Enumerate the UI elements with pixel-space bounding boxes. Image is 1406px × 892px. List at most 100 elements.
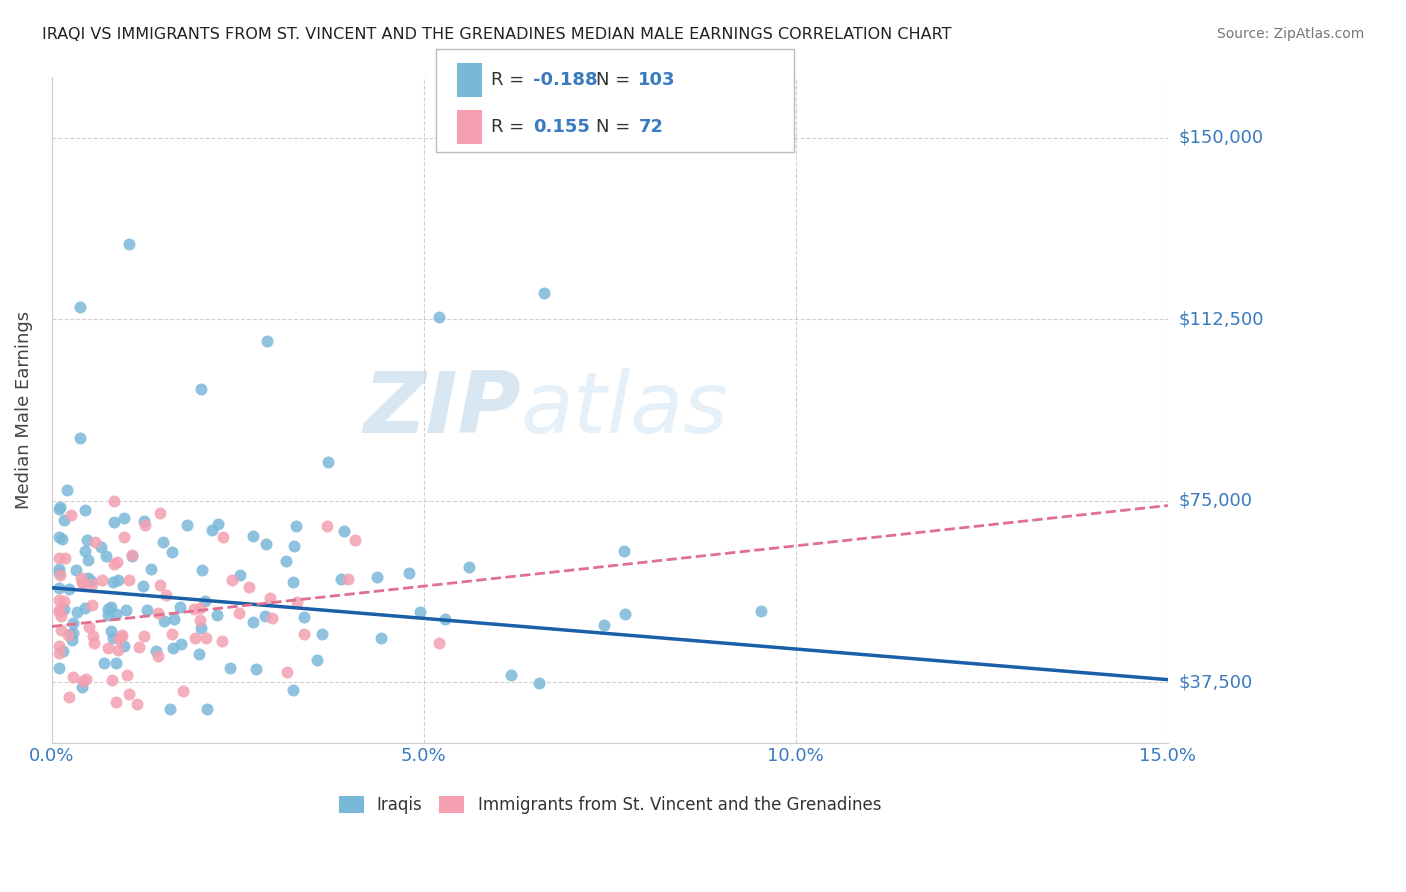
Point bbox=[48, 593, 70, 607]
Point bbox=[134, 517, 156, 532]
Point bbox=[103, 493, 125, 508]
Point bbox=[229, 567, 252, 582]
Point bbox=[305, 653, 328, 667]
Point bbox=[152, 534, 174, 549]
Point bbox=[75, 503, 97, 517]
Point bbox=[82, 629, 104, 643]
Point bbox=[51, 533, 73, 547]
Point bbox=[115, 603, 138, 617]
Point bbox=[59, 627, 82, 641]
Point bbox=[318, 455, 340, 469]
Point bbox=[333, 524, 356, 538]
Point bbox=[749, 604, 772, 618]
Point bbox=[135, 603, 157, 617]
Point bbox=[48, 605, 70, 619]
Point bbox=[344, 533, 367, 547]
Point bbox=[211, 633, 233, 648]
Point bbox=[75, 672, 97, 686]
Y-axis label: Median Male Earnings: Median Male Earnings bbox=[15, 311, 32, 509]
Point bbox=[183, 601, 205, 615]
Point bbox=[80, 598, 103, 612]
Point bbox=[112, 530, 135, 544]
Point bbox=[105, 555, 128, 569]
Point bbox=[76, 533, 98, 547]
Point bbox=[458, 559, 481, 574]
Point bbox=[48, 581, 70, 595]
Point bbox=[103, 558, 125, 572]
Point bbox=[104, 695, 127, 709]
Point bbox=[207, 607, 229, 622]
Point bbox=[283, 539, 305, 553]
Text: R =: R = bbox=[491, 70, 530, 88]
Point bbox=[84, 534, 107, 549]
Point bbox=[128, 640, 150, 654]
Point bbox=[146, 648, 169, 663]
Point bbox=[90, 540, 112, 554]
Point bbox=[281, 574, 304, 589]
Text: ZIP: ZIP bbox=[363, 368, 520, 451]
Point bbox=[117, 687, 139, 701]
Point bbox=[117, 237, 139, 252]
Point bbox=[105, 657, 128, 671]
Point bbox=[58, 690, 80, 705]
Text: atlas: atlas bbox=[520, 368, 728, 451]
Point bbox=[107, 643, 129, 657]
Point bbox=[366, 570, 388, 584]
Text: -0.188: -0.188 bbox=[533, 70, 598, 88]
Point bbox=[162, 611, 184, 625]
Text: N =: N = bbox=[596, 70, 636, 88]
Point bbox=[254, 536, 277, 550]
Point bbox=[105, 607, 128, 621]
Text: 103: 103 bbox=[638, 70, 676, 88]
Point bbox=[97, 640, 120, 655]
Point bbox=[183, 632, 205, 646]
Point bbox=[292, 627, 315, 641]
Point bbox=[285, 519, 308, 533]
Point bbox=[72, 680, 94, 694]
Point bbox=[188, 613, 211, 627]
Point bbox=[160, 545, 183, 559]
Point bbox=[69, 300, 91, 314]
Point bbox=[148, 606, 170, 620]
Point bbox=[149, 506, 172, 520]
Point bbox=[200, 523, 222, 537]
Point bbox=[101, 631, 124, 645]
Point bbox=[315, 518, 337, 533]
Text: $37,500: $37,500 bbox=[1180, 673, 1253, 691]
Point bbox=[329, 572, 352, 586]
Point bbox=[134, 629, 156, 643]
Point bbox=[112, 511, 135, 525]
Point bbox=[72, 673, 94, 688]
Text: R =: R = bbox=[491, 118, 530, 136]
Point bbox=[172, 683, 194, 698]
Point bbox=[141, 562, 163, 576]
Point bbox=[100, 600, 122, 615]
Point bbox=[90, 573, 112, 587]
Point bbox=[101, 575, 124, 590]
Point bbox=[159, 701, 181, 715]
Point bbox=[207, 516, 229, 531]
Point bbox=[191, 563, 214, 577]
Point bbox=[58, 628, 80, 642]
Point bbox=[112, 640, 135, 654]
Text: N =: N = bbox=[596, 118, 636, 136]
Point bbox=[97, 602, 120, 616]
Point bbox=[62, 626, 84, 640]
Point bbox=[56, 483, 79, 497]
Point bbox=[134, 514, 156, 528]
Point bbox=[52, 644, 75, 658]
Point bbox=[287, 595, 309, 609]
Point bbox=[169, 600, 191, 615]
Point bbox=[97, 608, 120, 623]
Point bbox=[121, 549, 143, 564]
Point bbox=[274, 554, 297, 568]
Point bbox=[69, 431, 91, 445]
Point bbox=[132, 579, 155, 593]
Point bbox=[195, 631, 218, 645]
Point bbox=[48, 639, 70, 653]
Point bbox=[188, 601, 211, 615]
Text: IRAQI VS IMMIGRANTS FROM ST. VINCENT AND THE GRENADINES MEDIAN MALE EARNINGS COR: IRAQI VS IMMIGRANTS FROM ST. VINCENT AND… bbox=[42, 27, 952, 42]
Point bbox=[242, 529, 264, 543]
Point bbox=[53, 550, 76, 565]
Point bbox=[190, 383, 212, 397]
